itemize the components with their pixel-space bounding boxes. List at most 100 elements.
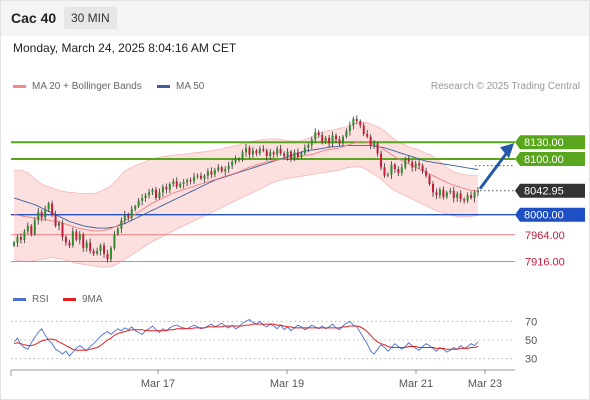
candle-body [411,161,414,168]
candle-body [466,195,469,201]
level-label-7916-00: 7916.00 [525,257,565,269]
legend-rsi-ma: 9MA [63,294,103,305]
rsi-panel: 70 50 30 [11,316,537,366]
rsi-tick-30: 30 [525,354,537,366]
candle-body [404,158,407,168]
candle-body [168,184,171,190]
x-tick-label: Mar 19 [270,378,304,390]
candle-body [134,206,137,210]
candle-body [341,136,344,144]
candle-body [30,225,33,235]
candle-body [165,186,168,190]
candle-body [148,192,151,196]
candle-body [390,164,393,175]
legend-ma20-label: MA 20 + Bollinger Bands [32,81,142,92]
ma50-swatch [157,84,170,88]
candle-body [290,151,293,158]
candle-body [220,167,223,172]
candle-body [89,242,92,251]
candle-body [307,145,310,148]
forecast-arrow [478,143,514,190]
rsi-ma-swatch [63,297,76,301]
candle-body [113,234,116,249]
candle-body [16,236,19,243]
candle-body [186,180,189,183]
candle-body [362,125,365,134]
candle-body [380,153,383,168]
candle-body [300,153,303,157]
candle-body [310,139,313,146]
candle-body [58,223,61,226]
candle-body [449,190,452,193]
level-label-8000-00: 8000.00 [524,210,564,222]
candle-body [224,168,227,172]
candle-body [442,189,445,197]
timeframe-button[interactable]: 30 MIN [64,7,117,29]
candle-body [269,152,272,157]
chart-datetime: Monday, March 24, 2025 8:04:16 AM CET [13,41,237,55]
moving-averages [13,141,479,232]
candle-body [130,209,133,218]
candle-body [262,148,265,151]
candle-body [338,139,341,144]
candle-body [352,118,355,126]
level-label-box-8130-00 [515,135,585,150]
candle-body [459,193,462,200]
rsi-tick-50: 50 [525,335,537,347]
candle-body [158,192,161,198]
instrument-name: Cac 40 [11,10,57,26]
candle-body [227,165,230,169]
candle-body [213,170,216,175]
candle-body [64,236,67,243]
candle-body [397,168,400,173]
candle-body [61,223,64,237]
candle-body [182,182,185,185]
candle-body [47,203,50,210]
ma20-line [13,141,479,232]
legend-rsi-ma-label: 9MA [82,294,103,305]
candle-body [258,148,261,154]
candle-body [203,175,206,179]
candle-body [276,148,279,155]
candle-body [141,197,144,201]
candle-body [463,199,466,201]
candle-body [296,152,299,157]
candle-body [238,158,241,161]
candle-body [51,203,54,215]
candle-body [272,152,275,155]
candle-body [431,184,434,193]
ma20-swatch [13,84,26,88]
candle-body [154,189,157,198]
candle-body [293,152,296,158]
candle-body [303,147,306,154]
level-label-8100-00: 8100.00 [524,154,564,166]
price-levels [11,141,515,263]
candle-body [470,195,473,198]
candle-body [103,245,106,254]
candle-body [151,189,154,193]
candle-body [456,193,459,198]
candle-body [314,132,317,140]
candle-body [71,231,74,246]
candle-body [286,151,289,157]
current-price-label: 8042.95 [524,186,564,198]
rsi-swatch [13,297,26,301]
candle-body [234,158,237,162]
candle-body [248,147,251,155]
candle-body [54,214,57,226]
candle-body [407,158,410,162]
research-credit: Research © 2025 Trading Central [430,81,580,92]
candle-body [279,148,282,154]
candle-body [355,118,358,122]
candle-body [127,214,130,218]
header-bar: Cac 40 30 MIN [0,0,590,36]
candle-body [196,175,199,177]
candle-body [199,175,202,179]
forecast-arrow-head [500,143,514,159]
candle-body [96,250,99,254]
candle-body [109,248,112,260]
candle-body [373,143,376,146]
legend-rsi: RSI [13,294,49,305]
candle-body [23,231,26,240]
